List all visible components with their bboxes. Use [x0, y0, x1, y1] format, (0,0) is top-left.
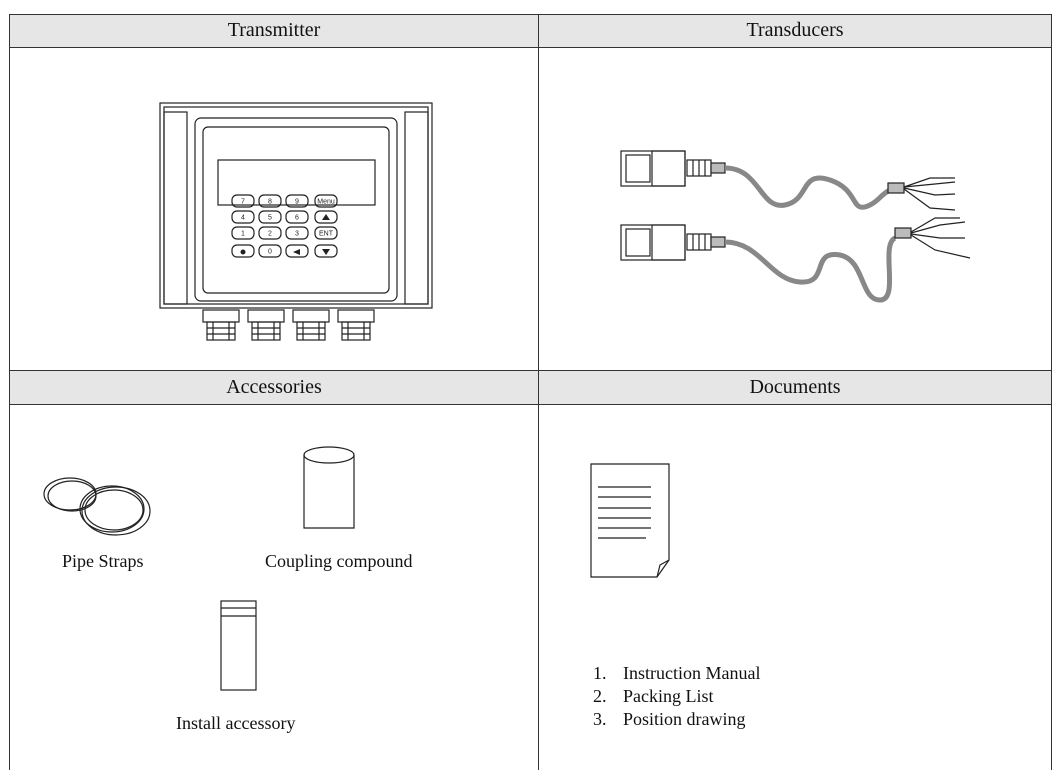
key-label: 1: [241, 231, 245, 238]
document-drawing: [590, 463, 670, 578]
key: [258, 244, 282, 258]
list-text: Position drawing: [623, 709, 746, 729]
key: [258, 194, 282, 208]
list-marker: 2.: [593, 686, 607, 706]
key: [231, 244, 255, 258]
header: Transducers: [539, 14, 1051, 47]
header: Documents: [539, 371, 1051, 404]
header: Transmitter: [10, 14, 538, 47]
key-label: Menu: [317, 199, 335, 206]
glands: [202, 309, 375, 341]
key: [285, 194, 309, 208]
key-icons: [240, 214, 330, 255]
item-label: Pipe Straps: [62, 551, 144, 571]
transmitter-drawing: [159, 102, 433, 341]
key: [285, 226, 309, 240]
list-marker: 3.: [593, 709, 607, 729]
header: Accessories: [10, 371, 538, 404]
key-label: 7: [241, 199, 245, 206]
key-label: 8: [268, 199, 272, 206]
key-label: 0: [268, 249, 272, 256]
list-marker: 1.: [593, 663, 607, 683]
key: [231, 210, 255, 224]
key: [314, 210, 338, 224]
key-label: 2: [268, 231, 272, 238]
key: [231, 194, 255, 208]
key-label: 3: [295, 231, 299, 238]
transducers-drawing: [620, 150, 971, 303]
item-label: Coupling compound: [265, 551, 413, 571]
key-label: 9: [295, 199, 299, 206]
key: [231, 226, 255, 240]
key-label: 4: [241, 215, 245, 222]
key: [285, 210, 309, 224]
key: [285, 244, 309, 258]
list-text: Packing List: [623, 686, 714, 706]
key: [314, 244, 338, 258]
item-label: Install accessory: [176, 713, 296, 733]
key: [314, 226, 338, 240]
list-text: Instruction Manual: [623, 663, 761, 683]
key-label: ENT: [319, 231, 334, 238]
key: [258, 210, 282, 224]
key: [258, 226, 282, 240]
key-label: 5: [268, 215, 272, 222]
key-label: 6: [295, 215, 299, 222]
key: [314, 194, 338, 208]
